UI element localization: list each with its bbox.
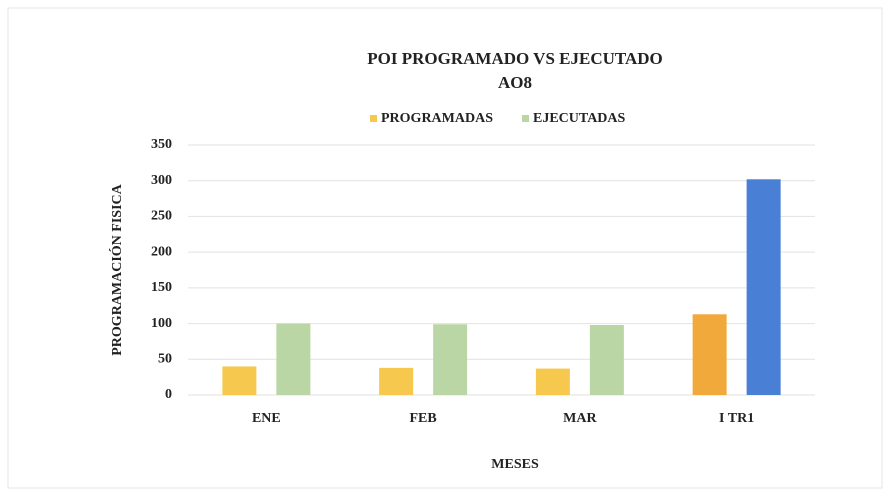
bar (746, 179, 781, 395)
y-tick-label: 150 (151, 280, 172, 295)
bar (379, 367, 414, 395)
x-tick-label: FEB (410, 411, 437, 426)
y-tick-label: 0 (165, 387, 172, 402)
x-tick-label: MAR (563, 411, 597, 426)
bar (535, 368, 570, 395)
legend-swatch (370, 115, 377, 122)
x-tick-label: I TR1 (719, 411, 754, 426)
bar (433, 324, 468, 395)
y-tick-label: 300 (151, 173, 172, 188)
bar (222, 366, 257, 395)
x-tick-label: ENE (252, 411, 281, 426)
x-axis-label: MESES (491, 457, 539, 472)
legend-label: EJECUTADAS (533, 111, 626, 126)
bar (692, 314, 727, 395)
y-tick-label: 200 (151, 244, 172, 259)
y-axis-label: PROGRAMACIÓN FISICA (108, 183, 125, 355)
chart-border (7, 7, 883, 489)
y-tick-label: 50 (158, 352, 172, 367)
legend-label: PROGRAMADAS (381, 111, 493, 126)
y-tick-label: 350 (151, 137, 172, 152)
bar (276, 323, 311, 395)
y-tick-label: 100 (151, 316, 172, 331)
chart-title: POI PROGRAMADO VS EJECUTADO (367, 49, 662, 68)
y-tick-label: 250 (151, 209, 172, 224)
bar (589, 325, 624, 395)
legend-swatch (522, 115, 529, 122)
chart-subtitle: AO8 (498, 73, 532, 92)
